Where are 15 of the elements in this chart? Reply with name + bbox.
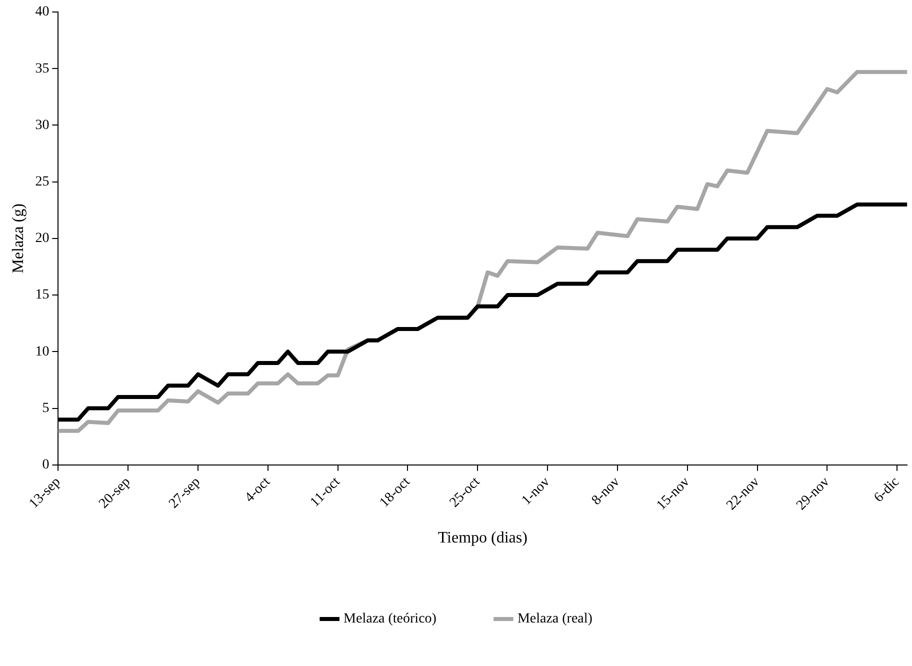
y-tick-label: 25	[35, 174, 50, 190]
y-tick-label: 40	[35, 4, 50, 20]
y-tick-label: 5	[42, 400, 50, 416]
legend-label: Melaza (teórico)	[344, 612, 437, 627]
x-axis-title: Tiempo (dias)	[438, 530, 528, 547]
x-tick-label: 6-dic	[872, 474, 903, 506]
y-tick-label: 15	[35, 288, 50, 303]
y-tick-label: 30	[35, 118, 50, 133]
y-tick-label: 0	[42, 458, 50, 473]
x-tick-label: 4-oct	[242, 474, 274, 506]
y-axis-title: Melaza (g)	[10, 204, 27, 274]
y-tick-label: 35	[35, 61, 50, 76]
legend-label: Melaza (real)	[517, 612, 593, 627]
y-tick-label: 10	[35, 344, 50, 360]
y-tick-label: 20	[35, 231, 50, 246]
